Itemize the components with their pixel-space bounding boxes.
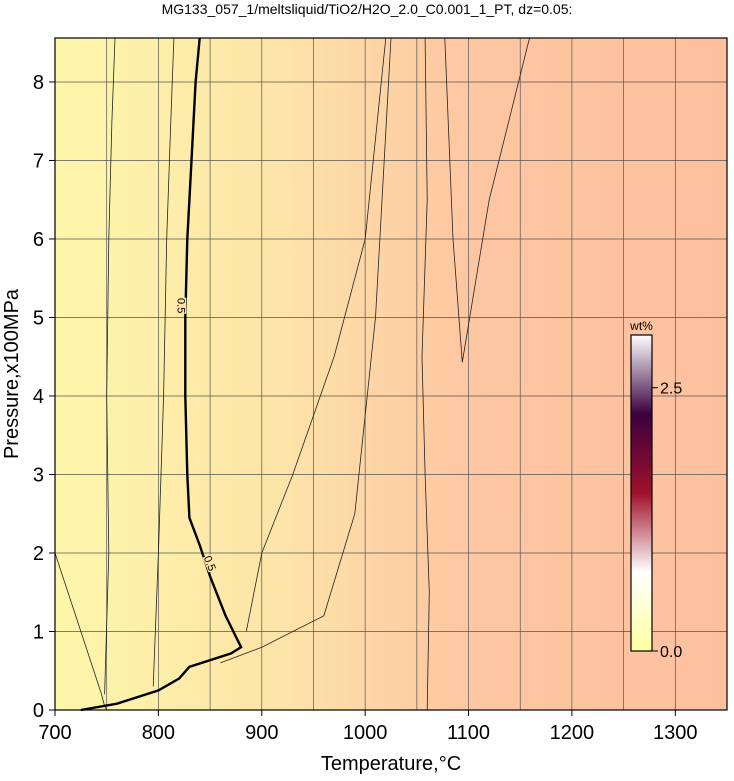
- y-tick-label: 8: [33, 72, 44, 94]
- colorbar-tick-label: 0.0: [660, 644, 682, 661]
- contour-label-bg: [202, 553, 218, 573]
- x-tick-label: 1200: [550, 722, 595, 744]
- contour-label-bg: [176, 297, 187, 314]
- x-tick-label: 700: [38, 722, 71, 744]
- contour-line: [152, 37, 175, 687]
- x-tick-label: 900: [245, 722, 278, 744]
- y-tick-label: 7: [33, 150, 44, 172]
- y-tick-label: 1: [33, 621, 44, 643]
- colorbar: [630, 334, 653, 652]
- y-tick-label: 0: [33, 700, 44, 722]
- chart-title: MG133_057_1/meltsliquid/TiO2/H2O_2.0_C0.…: [162, 1, 573, 17]
- plot-frame: [54, 37, 728, 711]
- x-axis-label: Temperature,°C: [321, 753, 461, 775]
- x-tick-label: 1000: [343, 722, 388, 744]
- y-tick-label: 4: [33, 386, 44, 408]
- contour-line: [245, 37, 387, 632]
- contour-label: 0.5: [201, 554, 218, 573]
- contour-line: [421, 37, 430, 711]
- y-tick-label: 2: [33, 543, 44, 565]
- y-tick-label: 6: [33, 229, 44, 251]
- x-tick-label: 800: [142, 722, 175, 744]
- x-tick-label: 1100: [447, 722, 490, 744]
- y-tick-label: 3: [33, 464, 44, 486]
- contour-line: [220, 37, 392, 664]
- colorbar-label: wt%: [629, 319, 653, 333]
- contour-label: 0.5: [174, 298, 186, 313]
- plot-background: [55, 38, 727, 710]
- contour-line: [104, 37, 116, 695]
- y-tick-label: 5: [33, 307, 44, 329]
- colorbar-tick-label: 2.5: [660, 381, 682, 398]
- y-axis-label: Pressure,x100MPa: [1, 288, 23, 459]
- contour-line: [444, 37, 530, 363]
- x-tick-label: 1300: [653, 722, 698, 744]
